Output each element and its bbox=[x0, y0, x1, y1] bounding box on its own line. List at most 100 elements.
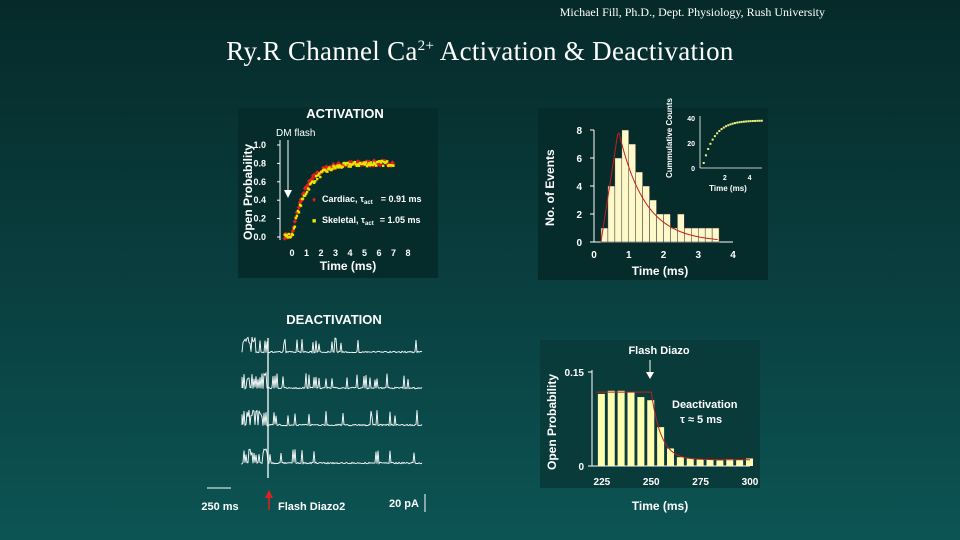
po-xtick-label: 275 bbox=[692, 477, 709, 488]
histogram-ytick-label: 6 bbox=[576, 154, 582, 165]
skeletal-point bbox=[307, 188, 311, 191]
histogram-xtick-label: 0 bbox=[591, 250, 597, 261]
skeletal-point bbox=[357, 164, 361, 168]
inset-point bbox=[751, 120, 754, 123]
legend-marker-cardiac: ♦ bbox=[312, 195, 316, 204]
inset-point bbox=[711, 138, 714, 141]
histogram-bars bbox=[600, 129, 720, 243]
inset-point bbox=[731, 122, 734, 125]
activation-ylabel: Open Probability bbox=[241, 144, 255, 240]
activation-xtick-label: 6 bbox=[376, 248, 381, 258]
inset-point bbox=[722, 126, 725, 129]
po-yticks: 00.15 bbox=[565, 368, 592, 473]
inset-point bbox=[738, 121, 741, 124]
time-scale-label: 250 ms bbox=[201, 501, 238, 513]
activation-xtick-label: 4 bbox=[347, 248, 352, 258]
po-bar bbox=[597, 393, 605, 466]
po-bar bbox=[686, 458, 694, 466]
activation-xtick-label: 3 bbox=[333, 248, 338, 258]
inset-point bbox=[702, 162, 705, 165]
inset-point bbox=[736, 121, 739, 124]
skeletal-point bbox=[353, 160, 356, 164]
inset-xlabel: Time (ms) bbox=[709, 184, 747, 193]
histogram-bar bbox=[607, 185, 616, 243]
skeletal-point bbox=[361, 162, 365, 166]
histogram-bar bbox=[698, 227, 706, 243]
po-bars bbox=[597, 390, 753, 466]
skeletal-point bbox=[380, 159, 384, 163]
deactivation-fit-label: Deactivation bbox=[672, 399, 738, 411]
inset-ylabel: Cummulative Counts bbox=[665, 97, 674, 178]
current-trace bbox=[241, 371, 423, 390]
skeletal-point bbox=[319, 175, 322, 179]
histogram-bar bbox=[614, 157, 623, 243]
po-xlabel: Time (ms) bbox=[632, 499, 688, 513]
skeletal-point bbox=[287, 232, 291, 236]
po-bar bbox=[716, 460, 724, 466]
inset-points bbox=[702, 119, 763, 165]
inset-point bbox=[729, 123, 732, 126]
skeletal-point bbox=[344, 163, 347, 166]
legend-label-skeletal: Skeletal, τact = 1.05 ms bbox=[322, 215, 421, 227]
histogram-xtick-label: 2 bbox=[661, 250, 667, 261]
inset-xtick-label: 2 bbox=[723, 175, 727, 182]
activation-panel: ACTIVATION Open Probability Time (ms) DM… bbox=[238, 106, 438, 278]
inset-point bbox=[760, 119, 763, 122]
flash-diazo-arrowhead bbox=[646, 372, 654, 379]
inset-point bbox=[713, 135, 716, 138]
skeletal-point bbox=[294, 216, 298, 220]
skeletal-point bbox=[293, 225, 297, 228]
skeletal-point bbox=[283, 233, 286, 236]
dm-flash-arrowhead bbox=[284, 190, 292, 198]
skeletal-point bbox=[363, 163, 367, 166]
po-bar bbox=[706, 459, 714, 466]
inset-point bbox=[725, 125, 728, 128]
skeletal-point bbox=[285, 233, 288, 237]
activation-points bbox=[282, 158, 396, 241]
skeletal-point bbox=[343, 161, 346, 165]
slide-title: Ry.R Channel Ca2+ Activation & Deactivat… bbox=[0, 36, 960, 67]
skeletal-point bbox=[315, 174, 318, 178]
histogram-ytick-label: 4 bbox=[576, 182, 582, 193]
inset-ytick-label: 40 bbox=[687, 116, 695, 123]
skeletal-point bbox=[348, 162, 351, 166]
activation-ytick-label: 0.2 bbox=[253, 214, 266, 224]
po-bar bbox=[726, 459, 734, 466]
inset-point bbox=[745, 120, 748, 123]
flash-diazo2-label: Flash Diazo2 bbox=[278, 501, 345, 513]
cardiac-point bbox=[377, 162, 383, 168]
histogram-xtick-label: 3 bbox=[695, 250, 701, 261]
skeletal-point bbox=[371, 163, 375, 167]
skeletal-point bbox=[324, 168, 327, 172]
inset-point bbox=[754, 119, 757, 122]
skeletal-point bbox=[373, 162, 377, 166]
activation-xtick-label: 0 bbox=[289, 248, 294, 258]
activation-title: ACTIVATION bbox=[306, 106, 384, 121]
skeletal-point bbox=[318, 172, 321, 175]
skeletal-point bbox=[299, 204, 303, 207]
histogram-ytick-label: 2 bbox=[576, 210, 582, 221]
inset-ytick-label: 0 bbox=[691, 166, 695, 173]
inset-point bbox=[733, 122, 736, 125]
deactivation-tau-label: τ ≈ 5 ms bbox=[680, 414, 722, 426]
skeletal-point bbox=[328, 166, 331, 169]
skeletal-point bbox=[312, 181, 316, 184]
skeletal-point bbox=[301, 197, 305, 200]
histogram-ylabel: No. of Events bbox=[543, 149, 557, 226]
po-bar bbox=[676, 457, 684, 466]
skeletal-point bbox=[291, 233, 295, 237]
inset-point bbox=[718, 129, 721, 132]
histogram-xtick-label: 1 bbox=[626, 250, 632, 261]
activation-ytick-label: 0.6 bbox=[253, 177, 266, 187]
skeletal-point bbox=[355, 164, 359, 168]
skeletal-point bbox=[327, 167, 330, 170]
skeletal-point bbox=[286, 236, 289, 239]
skeletal-point bbox=[316, 177, 319, 181]
inset-point bbox=[758, 119, 761, 122]
skeletal-point bbox=[374, 164, 378, 167]
inset-point bbox=[709, 142, 712, 145]
inset-xtick-label: 4 bbox=[748, 175, 752, 182]
skeletal-point bbox=[295, 214, 299, 218]
legend-label-cardiac: Cardiac, τact = 0.91 ms bbox=[322, 194, 422, 206]
